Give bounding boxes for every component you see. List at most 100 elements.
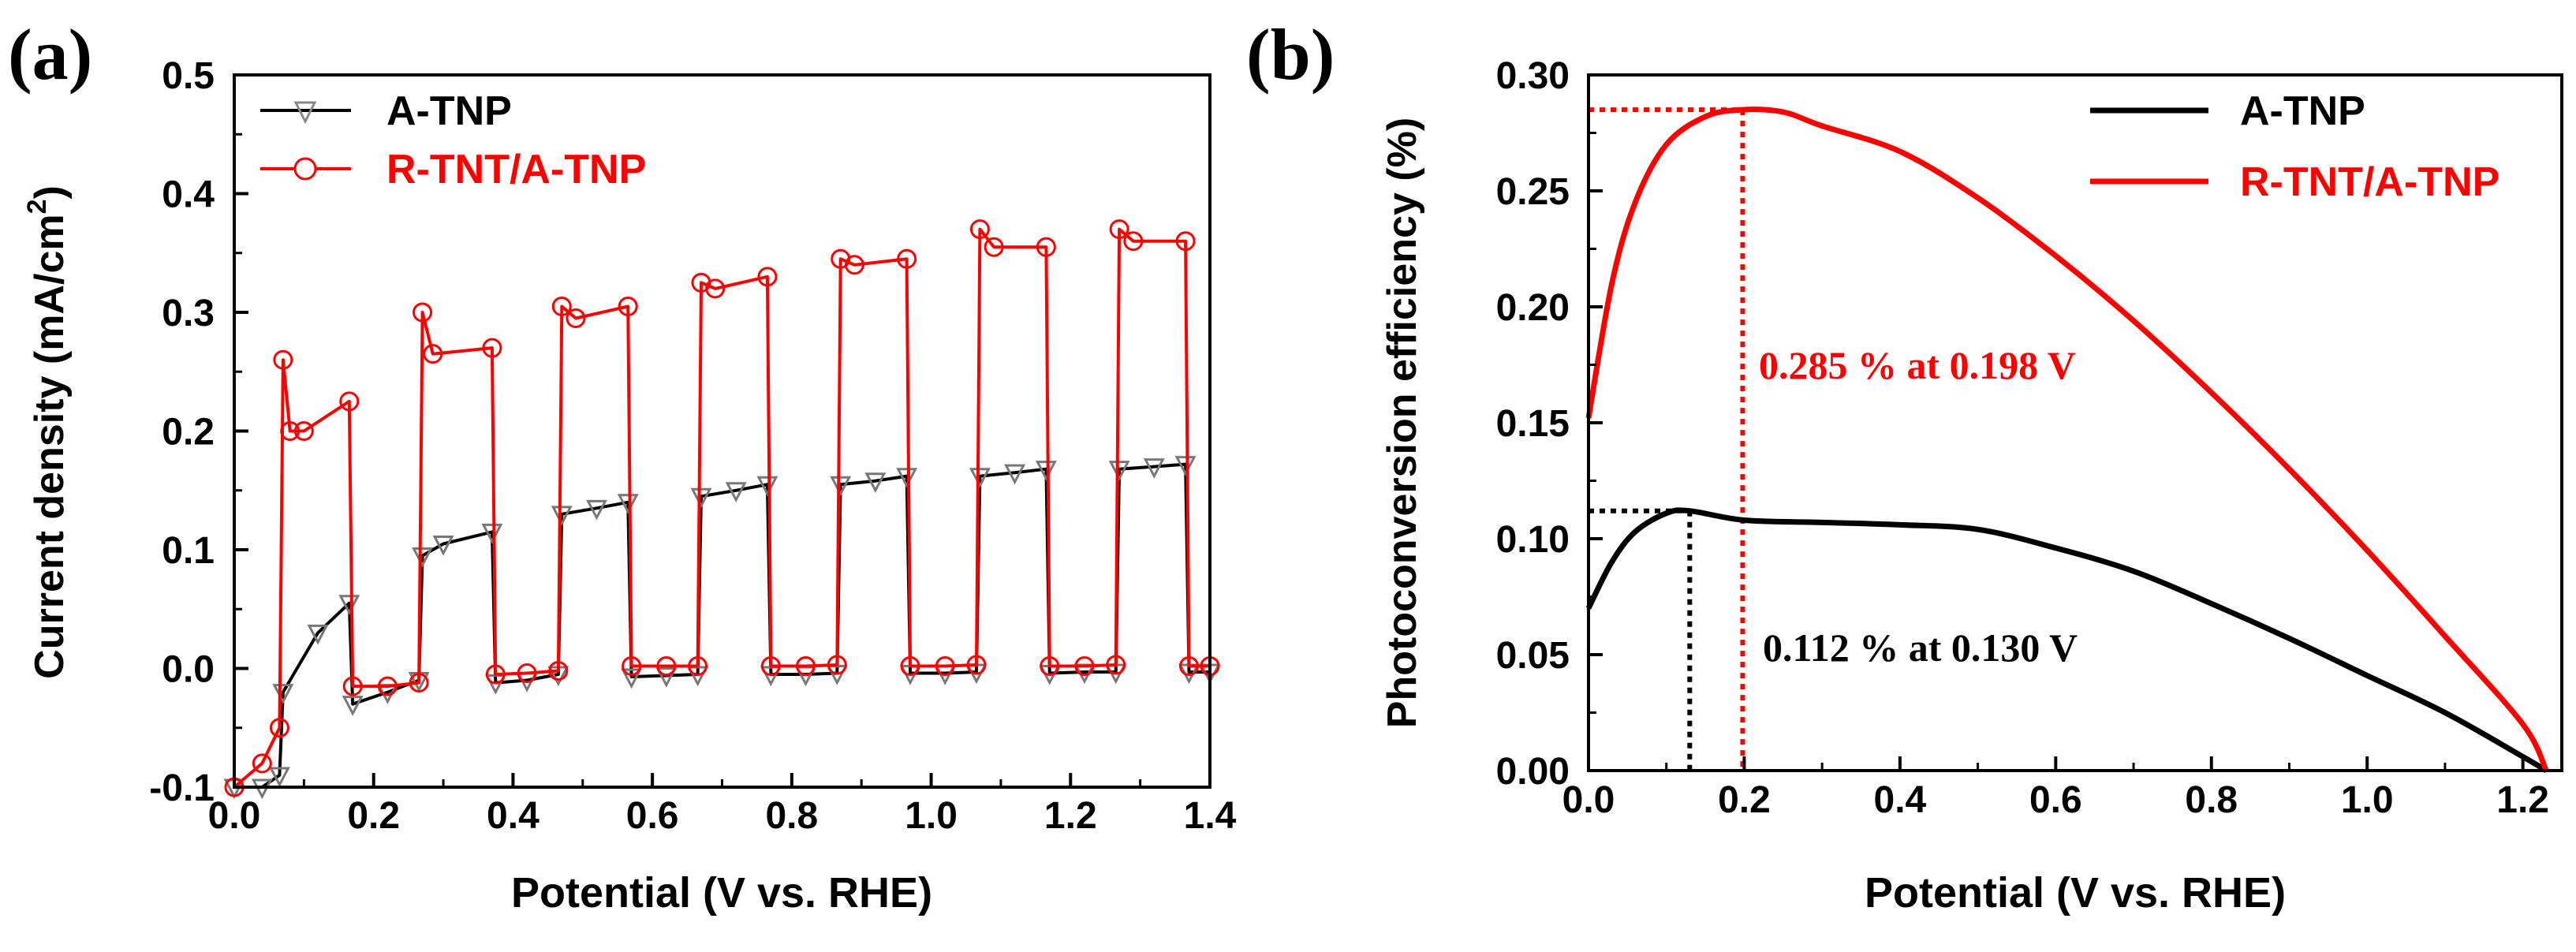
panel-a-point-rtnt (409, 673, 429, 693)
panel-a-y-tick-label: 0.3 (162, 293, 215, 334)
panel-a-point-rtnt (339, 391, 360, 412)
panel-a-legend-marker-rtnt (293, 157, 317, 181)
panel-a-series-line-rtnt (233, 227, 1210, 789)
panel-a-ylabel: Current density (mA/cm2) (22, 185, 73, 679)
panel-a-point-atnp (432, 535, 454, 556)
panel-b: (b) 0.0 0.2 0.4 0.6 0.8 1.0 1.2 0.000.050.100.… (1246, 14, 2563, 917)
panel-a-point-rtnt (969, 219, 990, 240)
panel-a-xlabel: Potential (V vs. RHE) (511, 869, 932, 917)
panel-a-point-atnp (412, 547, 434, 568)
panel-a-point-rtnt (705, 278, 726, 299)
panel-a-x-tick-label: 1.2 (1044, 795, 1097, 837)
panel-a-point-rtnt (566, 308, 586, 329)
panel-a-point-atnp (338, 595, 360, 615)
panel-a-point-rtnt (551, 296, 572, 316)
panel-a-point-atnp (1143, 458, 1165, 479)
panel-a-point-rtnt (1123, 231, 1144, 252)
panel-a-ticks (233, 73, 1211, 789)
panel-b-y-tick-label: 0.15 (1496, 403, 1570, 445)
panel-a-point-rtnt (796, 655, 816, 676)
panel-a-point-atnp (830, 476, 852, 497)
panel-b-x-tick-labels: 0.0 0.2 0.4 0.6 0.8 1.0 1.2 (1562, 779, 2549, 821)
panel-a-point-atnp (655, 667, 678, 688)
panel-b-annotation-rtnt: 0.285 % at 0.198 V (1759, 343, 2076, 387)
panel-a-point-rtnt (377, 676, 398, 696)
panel-a-point-rtnt (966, 655, 987, 675)
panel-a-x-tick-label: 0.2 (347, 795, 400, 837)
panel-b-y-tick-label: 0.20 (1496, 287, 1570, 329)
panel-a-point-rtnt (897, 248, 917, 269)
panel-a-point-rtnt (1175, 231, 1196, 252)
panel-b-label: (b) (1246, 14, 1335, 95)
panel-b-guide-lines (1589, 107, 1745, 771)
panel-a-point-rtnt (342, 676, 363, 696)
panel-b-y-tick-label: 0.25 (1496, 171, 1570, 213)
panel-a-point-atnp (756, 476, 778, 497)
panel-a-legend-marker-atnp (293, 101, 317, 125)
panel-a-x-tick-label: 1.0 (905, 795, 958, 837)
panel-a-x-tick-label: 0.8 (765, 795, 818, 837)
panel-b-x-tick-label: 1.2 (2496, 779, 2549, 821)
panel-a-legend-label-atnp: A-TNP (386, 88, 512, 134)
panel-a-series (223, 219, 1221, 800)
panel-a-point-rtnt (760, 655, 781, 676)
panel-a-legend-label-rtnt: R-TNT/A-TNP (386, 147, 646, 192)
panel-a-point-rtnt (1106, 655, 1126, 675)
panel-b-series-line-atnp (1585, 507, 2548, 774)
panel-a-point-rtnt (900, 655, 920, 676)
panel-a-point-rtnt (656, 655, 677, 676)
panel-a-point-rtnt (827, 655, 847, 675)
panel-a-point-atnp (1035, 461, 1057, 481)
panel-b-x-tick-label: 1.0 (2341, 779, 2394, 821)
panel-a-point-atnp (342, 696, 364, 716)
panel-a-x-tick-label: 1.4 (1184, 795, 1237, 837)
panel-a-point-rtnt (413, 302, 433, 323)
panel-b-series-line-rtnt (1585, 106, 2549, 772)
panel-a-point-rtnt (293, 421, 314, 441)
panel-a-point-rtnt (273, 349, 293, 370)
panel-b-x-tick-label: 0.0 (1562, 779, 1615, 821)
panel-b-x-tick-label: 0.2 (1718, 779, 1771, 821)
panel-a-point-atnp (268, 767, 290, 788)
panel-a-point-rtnt (280, 421, 301, 441)
panel-b-y-tick-label: 0.05 (1496, 635, 1570, 677)
panel-b-legend-label-atnp: A-TNP (2240, 88, 2365, 134)
panel-a: (a) 0.0 0.2 0.4 0.6 0.8 1.0 1.2 1.4 -0.10.00.10… (8, 14, 1237, 917)
panel-a-point-rtnt (1178, 655, 1199, 676)
panel-b-series (1585, 106, 2549, 774)
panel-a-point-rtnt (757, 267, 778, 287)
panel-a-x-tick-label: 0.4 (487, 795, 539, 837)
panel-a-point-rtnt (935, 655, 955, 676)
panel-a-point-atnp (617, 494, 639, 515)
panel-a-point-atnp (1004, 464, 1026, 485)
panel-a-point-rtnt (517, 663, 537, 684)
panel-a-point-rtnt (482, 338, 502, 358)
panel-a-point-rtnt (688, 655, 708, 676)
panel-a-point-atnp (621, 668, 643, 689)
panel-a-x-tick-label: 0.6 (626, 795, 679, 837)
panel-b-annotation-atnp: 0.112 % at 0.130 V (1763, 625, 2078, 670)
panel-a-point-atnp (585, 499, 607, 521)
panel-a-point-atnp (481, 523, 503, 544)
panel-b-y-tick-label: 0.30 (1496, 55, 1570, 97)
panel-a-point-rtnt (1109, 219, 1129, 240)
panel-a-y-tick-label: -0.1 (149, 767, 215, 809)
panel-b-legend-label-rtnt: R-TNT/A-TNP (2240, 159, 2499, 205)
panel-a-point-rtnt (1040, 655, 1060, 676)
panel-b-y-tick-label: 0.00 (1496, 751, 1570, 793)
panel-a-legend: A-TNP R-TNT/A-TNP (260, 88, 646, 192)
panel-a-point-atnp (896, 468, 918, 488)
panel-a-point-rtnt (844, 255, 864, 275)
panel-b-x-tick-label: 0.8 (2185, 779, 2238, 821)
panel-a-point-rtnt (618, 296, 638, 316)
panel-b-legend: A-TNP R-TNT/A-TNP (2090, 88, 2499, 205)
panel-a-point-atnp (864, 472, 887, 493)
panel-b-ylabel: Photoconversion efficiency (%) (1379, 118, 1425, 728)
panel-a-point-atnp (1108, 461, 1130, 481)
panel-a-point-rtnt (1036, 237, 1056, 257)
panel-b-y-tick-label: 0.10 (1496, 519, 1570, 561)
panel-a-point-rtnt (984, 237, 1004, 257)
panel-b-x-tick-label: 0.6 (2029, 779, 2082, 821)
panel-a-series-line-atnp (234, 462, 1210, 789)
panel-a-point-atnp (969, 468, 991, 488)
